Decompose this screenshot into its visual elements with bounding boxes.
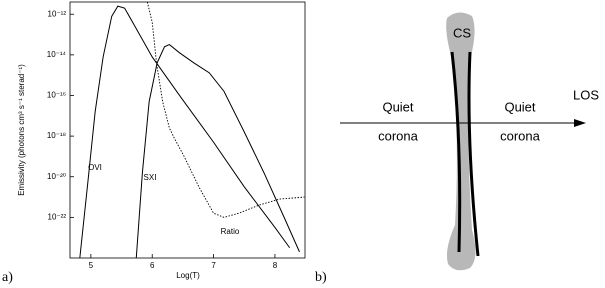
series-label: Ratio	[221, 227, 240, 236]
x-tick-label: 8	[273, 261, 278, 270]
sheet-label: CS	[453, 25, 471, 40]
series-line	[79, 5, 291, 258]
x-tick-label: 7	[211, 261, 216, 270]
y-tick-label: 10⁻¹⁴	[47, 50, 67, 59]
y-axis-label: Emissivity (photons cm³ s⁻¹ sterad⁻¹)	[17, 64, 26, 196]
series-label: OVI	[88, 163, 102, 172]
y-tick-label: 10⁻²⁰	[47, 172, 66, 181]
region-label: corona	[378, 128, 419, 143]
panel-label: b)	[315, 270, 327, 285]
arrow-head	[574, 119, 586, 127]
y-tick-label: 10⁻¹⁸	[47, 131, 66, 140]
arrow-label: LOS	[573, 87, 599, 102]
region-label: Quiet	[504, 99, 535, 114]
region-label: corona	[500, 128, 541, 143]
x-tick-label: 5	[89, 261, 94, 270]
plot-area	[79, 2, 305, 258]
chart: 5 6 7 8 10⁻¹² 10⁻¹⁴ 10⁻¹⁶ 10⁻¹⁸ 10⁻²⁰ 10⁻²² OVI SXI…	[47, 2, 305, 270]
series-line	[135, 44, 300, 258]
series-label: SXI	[144, 173, 157, 182]
x-axis-label: Log(T)	[176, 271, 200, 280]
y-tick-label: 10⁻¹⁶	[47, 91, 66, 100]
plot-frame	[69, 1, 306, 259]
y-tick-label: 10⁻¹²	[48, 9, 67, 18]
region-label: Quiet	[382, 99, 413, 114]
sheet-edge	[450, 51, 462, 253]
x-tick-label: 6	[150, 261, 155, 270]
y-tick-label: 10⁻²²	[48, 212, 67, 221]
sheet-edge	[467, 51, 480, 257]
diagram: CS Quiet corona Quiet corona LOS	[340, 12, 599, 271]
series-line	[146, 2, 305, 218]
panel-label: a)	[2, 270, 13, 285]
